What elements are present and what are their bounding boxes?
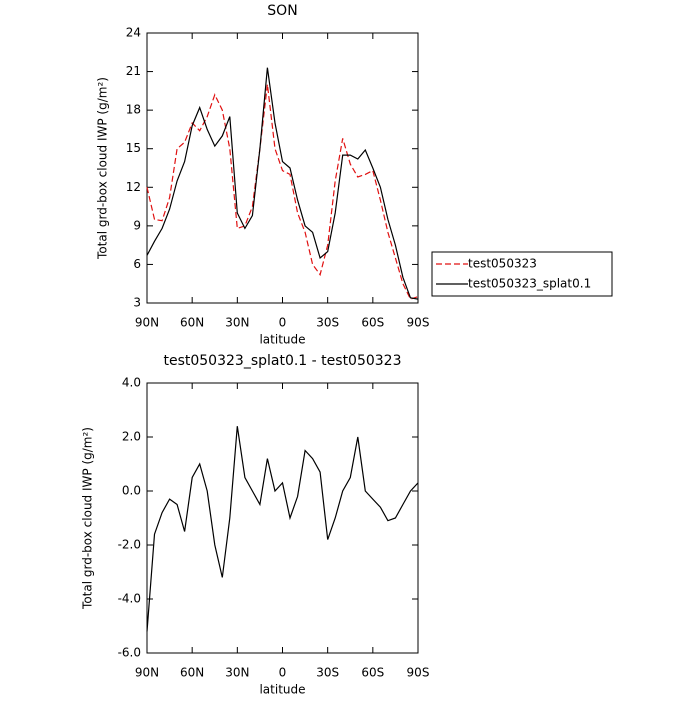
data-line [146,426,419,632]
x-tick-label: 30N [225,316,249,330]
y-tick-label: 2.0 [122,430,141,444]
x-tick-label: 90S [407,316,430,330]
x-tick-label: 30N [225,666,249,680]
legend-label: test050323 [468,257,537,271]
x-tick-label: 90N [135,316,159,330]
x-tick-label: 0 [279,316,287,330]
y-tick-label: -6.0 [118,646,141,660]
y-tick-label: 12 [126,180,141,194]
y-tick-label: -4.0 [118,592,141,606]
chart-title: test050323_splat0.1 - test050323 [163,353,401,369]
y-tick-label: 9 [133,218,141,232]
data-line [146,67,419,300]
y-tick-label: 18 [126,103,141,117]
y-tick-label: 3 [133,296,141,310]
x-axis-label: latitude [259,683,305,697]
chart-title: SON [267,3,297,19]
y-tick-label: 21 [126,64,141,78]
x-tick-label: 60N [180,666,204,680]
x-tick-label: 0 [279,666,287,680]
x-tick-label: 60N [180,316,204,330]
legend-box [431,251,613,297]
x-tick-label: 30S [316,666,339,680]
x-tick-label: 90S [407,666,430,680]
y-tick-label: 0.0 [122,484,141,498]
y-tick-label: 4.0 [122,376,141,390]
y-axis-label: Total grd-box cloud IWP (g/m²) [81,427,95,610]
data-line [146,84,419,300]
x-axis-label: latitude [259,333,305,347]
x-tick-label: 30S [316,316,339,330]
legend-label: test050323_splat0.1 [468,277,591,291]
x-tick-label: 90N [135,666,159,680]
y-tick-label: -2.0 [118,538,141,552]
plot-frame [146,382,419,654]
y-tick-label: 6 [133,257,141,271]
y-axis-label: Total grd-box cloud IWP (g/m²) [96,77,110,260]
y-tick-label: 24 [126,26,141,40]
x-tick-label: 60S [361,666,384,680]
y-tick-label: 15 [126,141,141,155]
plot-frame [146,32,419,304]
x-tick-label: 60S [361,316,384,330]
